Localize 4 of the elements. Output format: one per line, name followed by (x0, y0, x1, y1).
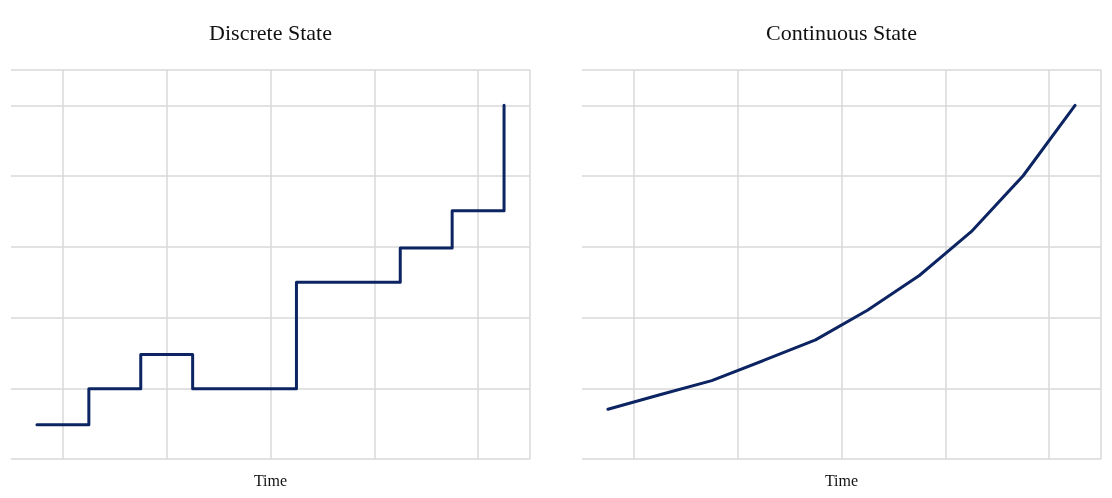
chart-title: Continuous State (766, 19, 917, 45)
chart-title: Discrete State (209, 19, 332, 45)
x-axis-title: Time (253, 471, 288, 489)
x-axis-title: Time (824, 471, 859, 489)
